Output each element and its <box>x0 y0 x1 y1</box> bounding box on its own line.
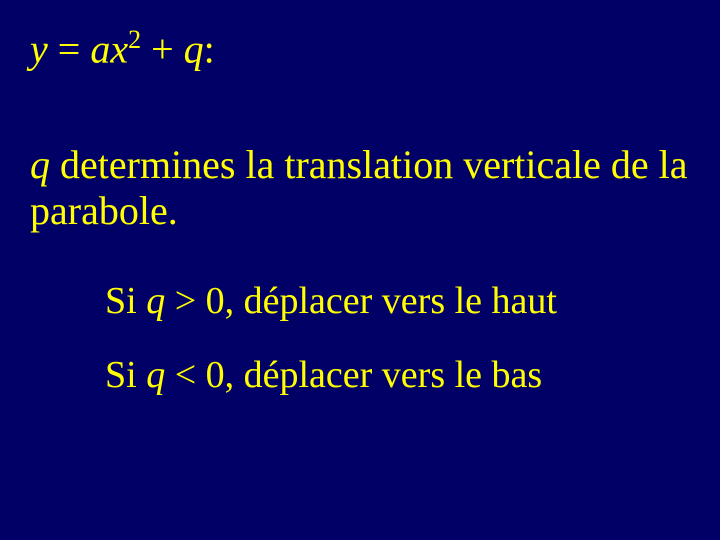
equation-colon: : <box>204 26 215 71</box>
condition-negative: Si q < 0, déplacer vers le bas <box>105 353 690 399</box>
description-body: determines la translation verticale de l… <box>30 142 688 233</box>
condition1-variable: q <box>146 280 165 322</box>
condition2-prefix: Si <box>105 354 146 396</box>
equation-a: a <box>90 26 110 71</box>
condition-positive: Si q > 0, déplacer vers le haut <box>105 279 690 325</box>
equation-line: y = ax2 + q: <box>30 25 690 72</box>
equation-q: q <box>184 26 204 71</box>
condition1-prefix: Si <box>105 280 146 322</box>
equation-y: y <box>30 26 48 71</box>
equation-x: x <box>110 26 128 71</box>
description-variable: q <box>30 142 50 187</box>
condition1-comparison: > 0, déplacer vers le haut <box>165 280 557 322</box>
equation-equals: = <box>48 26 91 71</box>
description-text: q determines la translation verticale de… <box>30 142 690 234</box>
condition2-variable: q <box>146 354 165 396</box>
equation-plus: + <box>141 26 184 71</box>
condition2-comparison: < 0, déplacer vers le bas <box>165 354 542 396</box>
equation-exponent: 2 <box>128 25 141 54</box>
slide-container: y = ax2 + q: q determines la translation… <box>0 0 720 540</box>
